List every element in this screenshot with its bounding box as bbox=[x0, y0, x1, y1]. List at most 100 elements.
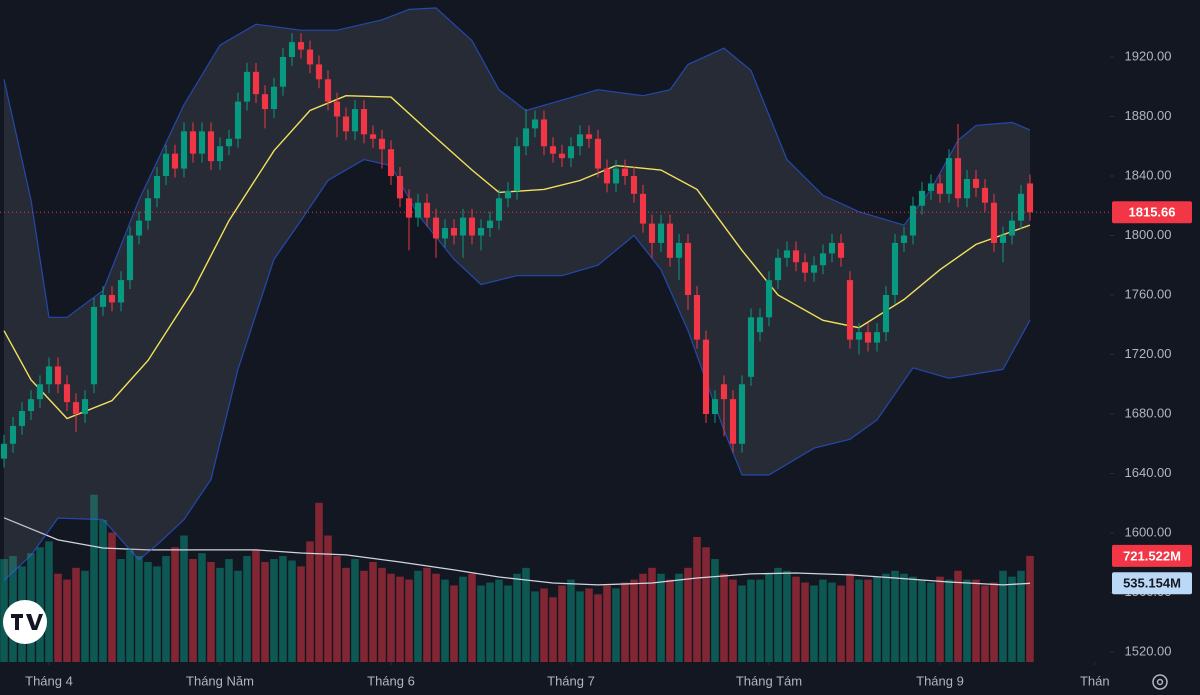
settings-gear-center[interactable] bbox=[1156, 678, 1164, 686]
candle-body bbox=[171, 153, 179, 169]
y-tick-label: 1600.00 bbox=[1125, 524, 1172, 539]
volume-bar bbox=[1008, 576, 1016, 662]
volume-bar bbox=[225, 559, 233, 662]
volume-bar bbox=[72, 567, 80, 662]
plot-area bbox=[0, 7, 1110, 662]
candle-body bbox=[351, 109, 359, 132]
candle-body bbox=[117, 280, 125, 303]
volume-bar bbox=[315, 502, 323, 662]
volume-bar bbox=[567, 579, 575, 662]
volume-bar bbox=[549, 597, 557, 662]
candle-body bbox=[36, 384, 44, 400]
candle-body bbox=[954, 158, 962, 199]
volume-bar bbox=[765, 573, 773, 662]
candle-body bbox=[18, 411, 26, 426]
candle-body bbox=[162, 153, 170, 176]
volume-bar bbox=[981, 585, 989, 662]
volume-bar bbox=[207, 561, 215, 662]
candle-body bbox=[27, 399, 35, 412]
candle-body bbox=[144, 198, 152, 221]
settings-icon[interactable] bbox=[1152, 674, 1168, 690]
volume-bar bbox=[954, 570, 962, 662]
candle-body bbox=[702, 339, 710, 415]
candle-body bbox=[423, 202, 431, 218]
volume-bar bbox=[936, 576, 944, 662]
volume-bar bbox=[306, 541, 314, 662]
volume-bar bbox=[585, 588, 593, 662]
volume-bar bbox=[144, 561, 152, 662]
candle-body bbox=[108, 294, 116, 303]
volume-bar bbox=[837, 585, 845, 662]
candle-body bbox=[873, 332, 881, 343]
volume-bar bbox=[243, 556, 251, 662]
candle-body bbox=[549, 146, 557, 154]
volume-bar bbox=[756, 579, 764, 662]
candle-body bbox=[216, 146, 224, 162]
volume-bar bbox=[135, 556, 143, 662]
candle-body bbox=[891, 242, 899, 295]
volume-bar bbox=[45, 541, 53, 662]
volume-bar bbox=[189, 559, 197, 662]
y-tick-label: 1920.00 bbox=[1125, 48, 1172, 63]
candle-body bbox=[828, 242, 836, 254]
candle-body bbox=[909, 205, 917, 236]
candle-body bbox=[486, 220, 494, 229]
volume-bar bbox=[522, 567, 530, 662]
candle-body bbox=[900, 235, 908, 243]
x-tick-label: Tháng 6 bbox=[367, 673, 415, 688]
volume-bar bbox=[414, 570, 422, 662]
candle-body bbox=[270, 86, 278, 110]
candle-body bbox=[972, 178, 980, 188]
volume-bar bbox=[945, 579, 953, 662]
candle-body bbox=[630, 175, 638, 194]
candle-body bbox=[765, 280, 773, 318]
candle-body bbox=[1008, 220, 1016, 236]
candle-body bbox=[612, 168, 620, 184]
volume-bar bbox=[252, 550, 260, 662]
candle-body bbox=[774, 257, 782, 281]
candle-body bbox=[225, 138, 233, 147]
candle-body bbox=[999, 235, 1007, 243]
candle-body bbox=[522, 128, 530, 147]
volume-bar bbox=[891, 570, 899, 662]
volume-bar bbox=[261, 561, 269, 662]
candle-body bbox=[513, 146, 521, 191]
candle-body bbox=[981, 187, 989, 203]
candle-body bbox=[783, 250, 791, 258]
volume-bar bbox=[117, 559, 125, 662]
volume-bar bbox=[108, 532, 116, 662]
volume-bar bbox=[1026, 555, 1034, 662]
candle-body bbox=[477, 228, 485, 236]
candle-body bbox=[747, 317, 755, 377]
candle-body bbox=[531, 119, 539, 129]
candle-body bbox=[189, 131, 197, 154]
candle-body bbox=[1017, 193, 1025, 221]
volume-bar bbox=[747, 579, 755, 662]
volume-bar bbox=[387, 573, 395, 662]
logo bbox=[3, 600, 47, 644]
volume-bar bbox=[729, 579, 737, 662]
volume-bar bbox=[999, 570, 1007, 662]
settings-gear[interactable] bbox=[1152, 674, 1168, 690]
volume-bar bbox=[54, 573, 62, 662]
candle-body bbox=[594, 138, 602, 169]
candle-body bbox=[81, 399, 89, 415]
volume-bar bbox=[603, 585, 611, 662]
candle-body bbox=[558, 153, 566, 159]
bollinger-lower bbox=[3, 158, 1031, 582]
candle-body bbox=[288, 42, 296, 57]
candle-body bbox=[603, 168, 611, 184]
volume-bar bbox=[513, 573, 521, 662]
y-tick-label: 1880.00 bbox=[1125, 108, 1172, 123]
candle-body bbox=[945, 158, 953, 194]
volume-bar bbox=[324, 535, 332, 662]
x-tick-label: Thán bbox=[1080, 673, 1110, 688]
candle-body bbox=[1026, 183, 1034, 213]
candle-body bbox=[810, 265, 818, 273]
candle-body bbox=[333, 101, 341, 117]
candle-body bbox=[63, 384, 71, 403]
volume-bar bbox=[828, 582, 836, 662]
candle-body bbox=[198, 131, 206, 154]
candle-body bbox=[342, 116, 350, 132]
candle-body bbox=[135, 220, 143, 236]
